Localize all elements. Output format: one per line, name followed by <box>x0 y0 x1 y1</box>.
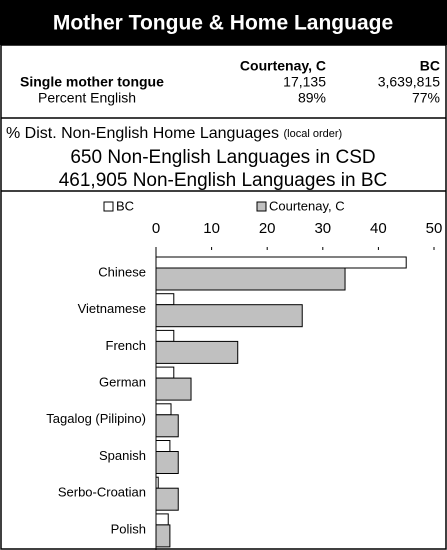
bar <box>155 304 303 328</box>
legend-label: Courtenay, C <box>269 198 345 213</box>
x-tick-label: 30 <box>314 220 331 237</box>
info-line: 650 Non-English Languages in CSD <box>70 147 375 168</box>
bar <box>155 524 171 548</box>
bar <box>155 340 239 364</box>
title-bar <box>0 0 447 45</box>
cell: 89% <box>298 90 326 106</box>
cell: 17,135 <box>283 74 326 90</box>
bar <box>155 451 179 474</box>
y-tick-label: Polish <box>111 521 146 536</box>
column-header: Courtenay, C <box>240 58 326 74</box>
legend-swatch <box>103 201 114 212</box>
bar <box>155 366 175 379</box>
bar <box>155 440 171 452</box>
bar <box>155 377 192 401</box>
column-header: BC <box>420 58 440 74</box>
heading-note: (local order) <box>283 128 342 140</box>
cell: 3,639,815 <box>378 74 440 90</box>
bar <box>155 414 179 438</box>
y-tick-label: Serbo-Croatian <box>58 485 146 500</box>
x-tick-label: 10 <box>203 220 220 237</box>
row-label: Percent English <box>38 90 136 106</box>
row-label: Single mother tongue <box>20 74 164 90</box>
bar <box>155 487 179 511</box>
info-heading: % Dist. Non-English Home Languages (loca… <box>6 125 342 142</box>
legend-label: BC <box>116 198 134 213</box>
cell: 77% <box>412 90 440 106</box>
x-tick-label: 40 <box>370 220 387 237</box>
info-line: 461,905 Non-English Languages in BC <box>59 170 388 191</box>
bar <box>155 329 175 342</box>
bar <box>155 403 172 416</box>
y-tick-label: Tagalog (Pilipino) <box>46 411 146 426</box>
outer-border <box>0 44 447 550</box>
heading: % Dist. Non-English Home Languages <box>6 125 279 142</box>
bar <box>155 513 169 526</box>
bar <box>155 293 175 306</box>
y-tick-label: German <box>99 375 146 390</box>
bar <box>155 267 346 291</box>
y-tick-label: Chinese <box>98 264 146 279</box>
title: Mother Tongue & Home Language <box>53 12 393 35</box>
bar <box>155 256 407 269</box>
x-tick-label: 0 <box>152 220 160 237</box>
y-tick-label: Spanish <box>99 448 146 463</box>
y-tick-label: Vietnamese <box>78 301 146 316</box>
y-tick-label: French <box>106 338 146 353</box>
legend-swatch <box>256 201 267 212</box>
x-tick-label: 20 <box>259 220 276 237</box>
x-tick-label: 50 <box>426 220 443 237</box>
